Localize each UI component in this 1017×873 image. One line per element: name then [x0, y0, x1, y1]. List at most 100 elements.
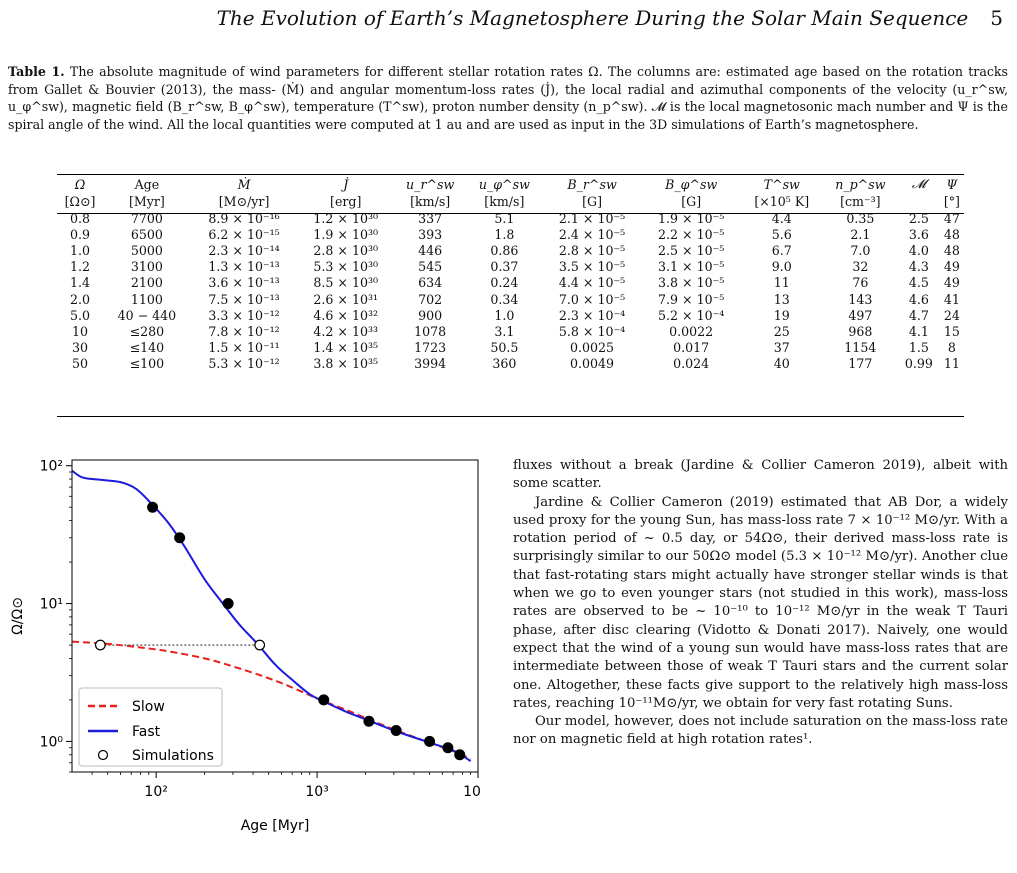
- table-cell: 4.5: [908, 275, 929, 291]
- table-cell: 968: [848, 323, 873, 339]
- legend-simulations-label: Simulations: [132, 748, 214, 764]
- table-cell: 1.0: [494, 307, 515, 323]
- table-cell: 6.2 × 10⁻¹⁵: [208, 226, 280, 242]
- table-cell: 76: [852, 275, 869, 291]
- col-unit: [erg]: [330, 194, 362, 209]
- table-cell: ≤100: [129, 356, 165, 372]
- table-cell: 497: [848, 307, 873, 323]
- table-cell: 3.1: [494, 323, 515, 339]
- table-cell: 1.2 × 10³⁰: [313, 210, 379, 226]
- col-unit: [G]: [582, 194, 602, 209]
- table-cell: 4.6: [908, 291, 929, 307]
- table-cell: 3.6: [908, 226, 929, 242]
- table-cell: 337: [418, 210, 443, 226]
- legend: Slow Fast Simulations: [78, 687, 223, 767]
- table-cell: 5.3 × 10⁻¹²: [208, 356, 280, 372]
- table-cell: 50.5: [490, 340, 519, 356]
- table-cell: 8.5 × 10³⁰: [313, 275, 379, 291]
- table-cell: 5.0: [70, 307, 91, 323]
- simulation-point: [442, 742, 454, 754]
- table-cell: 41: [943, 291, 960, 307]
- table-cell: 0.99: [904, 356, 933, 372]
- table-cell: 3.8 × 10⁻⁵: [658, 275, 725, 291]
- table-row: 5.0 40 − 440 3.3 × 10⁻¹² 4.6 × 10³² 900 1.0 2.…: [57, 307, 964, 323]
- table-cell: 4.3: [908, 259, 929, 275]
- table-cell: 10: [72, 323, 89, 339]
- table-cell: 7.8 × 10⁻¹²: [208, 323, 280, 339]
- table-cell: 3.6 × 10⁻¹³: [208, 275, 280, 291]
- table-row: 2.0 1100 7.5 × 10⁻¹³ 2.6 × 10³¹ 702 0.34 7.0 ×…: [57, 291, 964, 307]
- table-cell: 2.8 × 10⁻⁵: [558, 242, 626, 258]
- x-axis-label: Age [Myr]: [241, 818, 310, 834]
- page-number: 5: [990, 6, 1003, 30]
- table-cell: 3.5 × 10⁻⁵: [558, 259, 626, 275]
- table-cell: 8.9 × 10⁻¹⁶: [208, 210, 280, 226]
- table-cell: 7.0 × 10⁻⁵: [558, 291, 626, 307]
- caption-label: Table 1.: [8, 64, 65, 79]
- table-cell: 3.3 × 10⁻¹²: [208, 307, 280, 323]
- simulation-point: [390, 725, 402, 737]
- table-cell: 1.2: [70, 259, 91, 275]
- table-cell: 19: [773, 307, 790, 323]
- table-cell: 1.8: [494, 226, 515, 242]
- table-cell: 1.5 × 10⁻¹¹: [208, 340, 280, 356]
- table-cell: 4.2 × 10³³: [313, 323, 379, 339]
- paragraph: Our model, however, does not include sat…: [513, 714, 1008, 748]
- table-cell: 1078: [414, 323, 447, 339]
- table-cell: ≤140: [129, 340, 165, 356]
- table-cell: 3.1 × 10⁻⁵: [658, 259, 725, 275]
- figure: 10² 10³ 10 10⁰ 10¹ 10² Age [Myr] Ω/Ω⊙ Slow Fa…: [0, 448, 500, 868]
- table-cell: 7.5 × 10⁻¹³: [208, 291, 280, 307]
- table-cell: 0.34: [490, 291, 519, 307]
- col-header: Ψ: [946, 176, 958, 192]
- series-line-fast: [72, 469, 472, 762]
- col-header: B_r^sw: [567, 176, 617, 192]
- table-cell: 2.5 × 10⁻⁵: [658, 242, 725, 258]
- table-cell: 2.8 × 10³⁰: [313, 242, 379, 258]
- table-cell: 49: [943, 259, 960, 275]
- table-cell: 40 − 440: [117, 307, 177, 323]
- table-top-rule: [57, 174, 964, 175]
- rotation-evolution-chart: 10² 10³ 10 10⁰ 10¹ 10² Age [Myr] Ω/Ω⊙ Slow Fa…: [10, 459, 481, 834]
- table-cell: 900: [418, 307, 443, 323]
- y-tick-label: 10¹: [40, 597, 63, 613]
- table-cell: 360: [492, 356, 517, 372]
- table-cell: 5.6: [771, 226, 792, 242]
- table-cell: 4.7: [908, 307, 929, 323]
- col-header: Age: [134, 176, 160, 192]
- table-row: 50 ≤100 5.3 × 10⁻¹² 3.8 × 10³⁵ 3994 360 0.0049…: [57, 356, 964, 372]
- col-unit: [898, 193, 940, 210]
- table-cell: 0.0022: [669, 323, 714, 339]
- simulation-point: [363, 715, 375, 727]
- table-header-row: Ω Age Ṁ J̇ u_r^sw u_φ^sw B_r^sw B_φ^sw T…: [57, 175, 964, 193]
- col-header: u_r^sw: [406, 176, 455, 192]
- data-table: Ω Age Ṁ J̇ u_r^sw u_φ^sw B_r^sw B_φ^sw T…: [57, 175, 964, 372]
- col-header: Ω: [74, 176, 86, 192]
- table-cell: 5.1: [494, 210, 515, 226]
- table-cell: 393: [418, 226, 443, 242]
- table-cell: 48: [943, 226, 960, 242]
- table-cell: 3.8 × 10³⁵: [313, 356, 379, 372]
- table-cell: 1154: [844, 340, 877, 356]
- x-tick-label: 10³: [305, 784, 328, 800]
- col-unit: [Myr]: [128, 194, 165, 209]
- col-unit: [km/s]: [484, 194, 525, 209]
- col-header: J̇: [343, 176, 349, 192]
- running-head: The Evolution of Earth’s Magnetosphere D…: [0, 6, 1003, 30]
- paragraph: Jardine & Collier Cameron (2019) estimat…: [513, 494, 1008, 711]
- table-cell: 2100: [130, 275, 163, 291]
- table-cell: 48: [943, 242, 960, 258]
- table-cell: ≤280: [129, 323, 165, 339]
- col-unit: [×10⁵ K]: [754, 194, 810, 209]
- plot-frame: [71, 459, 479, 773]
- col-unit: [km/s]: [410, 194, 451, 209]
- simulation-point: [424, 735, 436, 747]
- simulation-point: [318, 694, 330, 706]
- table-cell: 4.0: [908, 242, 929, 258]
- table-cell: 13: [773, 291, 790, 307]
- table-cell: 0.86: [490, 242, 519, 258]
- table-cell: 3100: [130, 259, 163, 275]
- table-cell: 4.4: [771, 210, 792, 226]
- col-header: u_φ^sw: [478, 176, 530, 192]
- col-unit: [°]: [943, 194, 960, 209]
